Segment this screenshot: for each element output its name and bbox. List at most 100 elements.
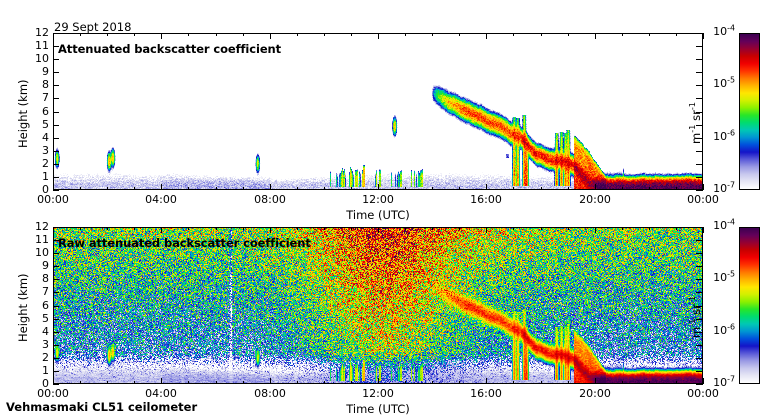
- y-tick-label: 11: [35, 39, 49, 52]
- colorbar-tick-label: 10-6: [713, 322, 735, 337]
- x-tick-minor: [351, 33, 352, 36]
- x-tick-minor: [351, 187, 352, 190]
- panel-1-title: Attenuated backscatter coefficient: [58, 42, 282, 56]
- y-tick-label: 1: [42, 364, 49, 377]
- x-tick-minor: [432, 381, 433, 384]
- x-tick-major: [486, 227, 487, 233]
- x-tick-minor: [622, 227, 623, 230]
- x-tick-minor: [324, 187, 325, 190]
- y-tick-label: 0: [42, 183, 49, 196]
- y-tick-major: [53, 33, 59, 34]
- x-tick-minor: [297, 33, 298, 36]
- x-tick-major: [378, 378, 379, 384]
- x-tick-minor: [134, 33, 135, 36]
- y-tick-label: 4: [42, 325, 49, 338]
- x-tick-minor: [216, 381, 217, 384]
- y-tick-label: 3: [42, 144, 49, 157]
- x-tick-major: [595, 184, 596, 190]
- x-tick-minor: [513, 227, 514, 230]
- x-axis-title-panel-1: Time (UTC): [346, 208, 410, 222]
- x-tick-major: [486, 184, 487, 190]
- x-tick-minor: [188, 227, 189, 230]
- y-tick-label: 12: [35, 220, 49, 233]
- x-tick-major: [703, 33, 704, 39]
- x-tick-major: [378, 33, 379, 39]
- panel-attenuated-backscatter: [53, 33, 703, 190]
- colorbar-tick-label: 10-4: [713, 23, 735, 38]
- x-tick-minor: [134, 187, 135, 190]
- x-tick-label: 00:00: [687, 193, 719, 206]
- y-tick-right: [696, 72, 703, 73]
- colorbar-tick-label: 10-5: [713, 269, 735, 284]
- x-tick-minor: [80, 187, 81, 190]
- x-tick-minor: [188, 381, 189, 384]
- y-tick-major: [53, 227, 59, 228]
- y-tick-right: [696, 46, 703, 47]
- x-tick-minor: [405, 33, 406, 36]
- x-tick-minor: [324, 33, 325, 36]
- x-tick-minor: [649, 33, 650, 36]
- y-tick-right: [696, 33, 703, 34]
- x-tick-minor: [243, 381, 244, 384]
- x-tick-major: [161, 33, 162, 39]
- y-tick-label: 4: [42, 131, 49, 144]
- x-tick-minor: [297, 381, 298, 384]
- y-tick-right: [696, 306, 703, 307]
- x-tick-major: [703, 378, 704, 384]
- x-tick-minor: [324, 227, 325, 230]
- colorbar-gradient: [740, 228, 759, 383]
- y-tick-right: [696, 332, 703, 333]
- y-tick-right: [696, 59, 703, 60]
- y-tick-major: [53, 371, 59, 372]
- x-tick-minor: [107, 381, 108, 384]
- y-tick-major: [53, 266, 59, 267]
- x-tick-major: [270, 227, 271, 233]
- x-tick-label: 00:00: [37, 193, 69, 206]
- y-tick-right: [696, 85, 703, 86]
- y-tick-label: 3: [42, 338, 49, 351]
- x-tick-label: 00:00: [687, 387, 719, 400]
- x-tick-label: 16:00: [470, 387, 502, 400]
- x-tick-minor: [459, 227, 460, 230]
- x-tick-minor: [459, 33, 460, 36]
- x-axis-title-panel-2: Time (UTC): [346, 402, 410, 416]
- y-tick-label: 8: [42, 272, 49, 285]
- y-tick-major: [53, 59, 59, 60]
- y-tick-right: [696, 345, 703, 346]
- y-tick-major: [53, 332, 59, 333]
- x-tick-major: [53, 184, 54, 190]
- x-tick-minor: [243, 33, 244, 36]
- x-tick-minor: [80, 381, 81, 384]
- x-tick-label: 16:00: [470, 193, 502, 206]
- colorbar-tick-label: 10-7: [713, 180, 735, 195]
- x-tick-minor: [568, 227, 569, 230]
- footer-instrument-label: Vehmasmaki CL51 ceilometer: [6, 400, 198, 414]
- x-tick-minor: [676, 187, 677, 190]
- x-tick-minor: [297, 227, 298, 230]
- y-tick-label: 8: [42, 78, 49, 91]
- y-tick-right: [696, 358, 703, 359]
- x-tick-major: [53, 33, 54, 39]
- y-tick-major: [53, 292, 59, 293]
- y-tick-major: [53, 384, 59, 385]
- x-tick-minor: [568, 33, 569, 36]
- y-tick-label: 6: [42, 105, 49, 118]
- y-tick-major: [53, 279, 59, 280]
- x-tick-minor: [622, 381, 623, 384]
- x-tick-minor: [134, 381, 135, 384]
- y-tick-right: [696, 319, 703, 320]
- y-tick-label: 12: [35, 26, 49, 39]
- x-tick-minor: [649, 381, 650, 384]
- y-tick-major: [53, 98, 59, 99]
- x-tick-minor: [216, 227, 217, 230]
- x-tick-minor: [432, 187, 433, 190]
- x-tick-minor: [216, 33, 217, 36]
- y-tick-major: [53, 177, 59, 178]
- x-tick-major: [595, 227, 596, 233]
- x-tick-minor: [676, 227, 677, 230]
- x-tick-minor: [324, 381, 325, 384]
- x-tick-label: 20:00: [579, 387, 611, 400]
- x-tick-minor: [513, 381, 514, 384]
- x-tick-minor: [541, 187, 542, 190]
- y-tick-right: [696, 125, 703, 126]
